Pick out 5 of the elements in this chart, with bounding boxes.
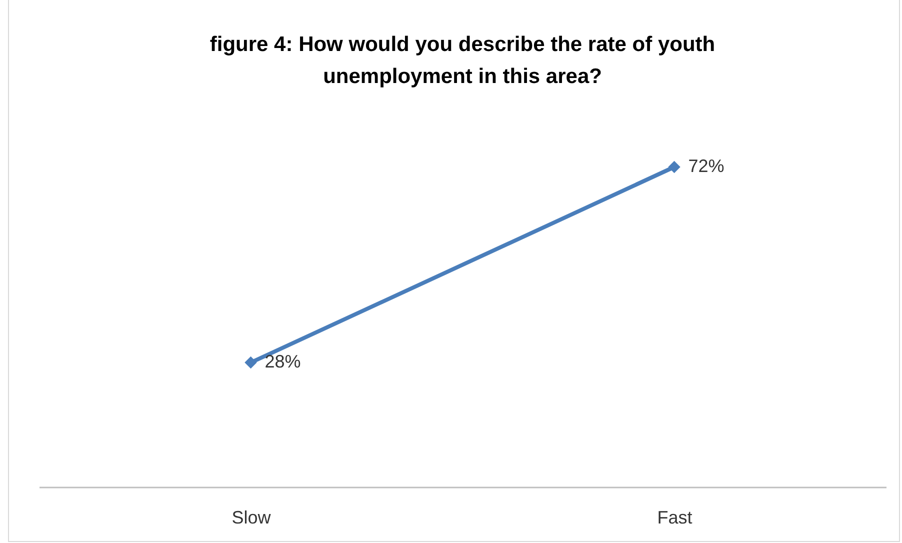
chart-title: figure 4: How would you describe the rate of youth unemployment in this area? <box>210 33 716 88</box>
x-tick-label: Slow <box>232 508 272 528</box>
data-label: 72% <box>688 156 724 176</box>
data-label: 28% <box>264 352 301 372</box>
x-tick-label: Fast <box>657 508 692 528</box>
